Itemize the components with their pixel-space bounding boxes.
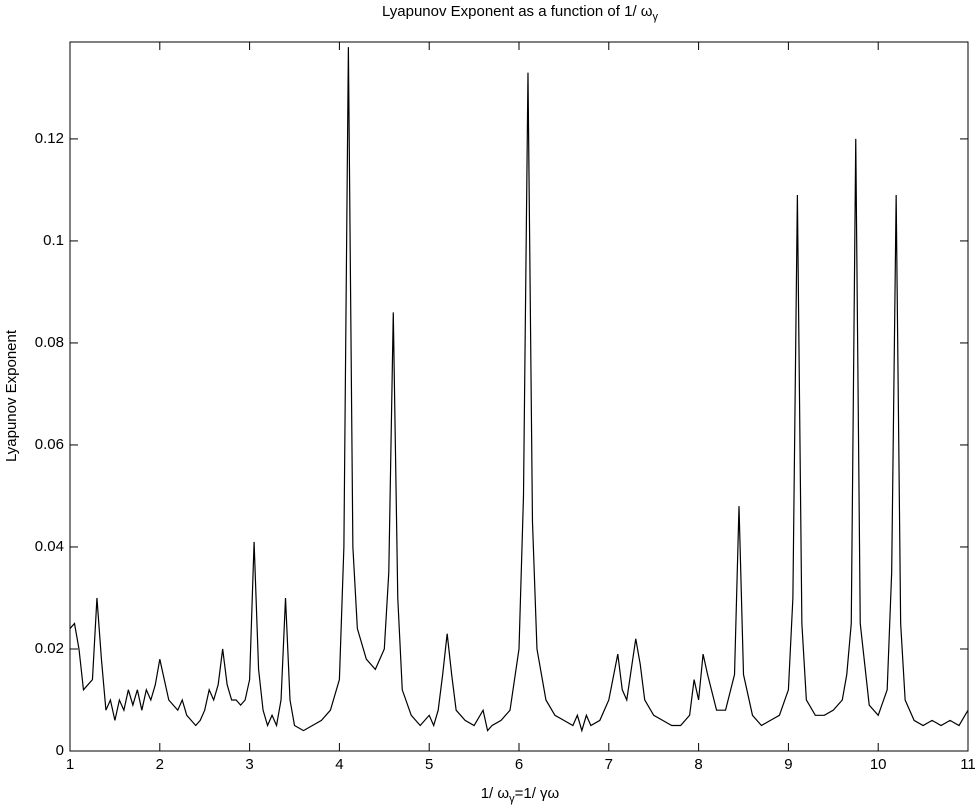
x-label-rest: =1/ γω <box>515 785 560 802</box>
x-tick-label: 6 <box>515 756 523 773</box>
x-tick-label: 5 <box>425 756 433 773</box>
title-subscript: γ <box>653 11 659 23</box>
chart-title: Lyapunov Exponent as a function of 1/ ωγ <box>382 3 659 23</box>
x-label-subscript: γ <box>509 793 515 805</box>
x-tick-label: 8 <box>694 756 702 773</box>
y-tick-label: 0.04 <box>35 538 64 555</box>
x-tick-label: 11 <box>960 756 976 773</box>
y-tick-label: 0.12 <box>35 130 64 147</box>
x-tick-label: 9 <box>784 756 792 773</box>
x-tick-label: 4 <box>335 756 343 773</box>
y-tick-label: 0 <box>56 742 64 759</box>
y-tick-label: 0.02 <box>35 640 64 657</box>
y-tick-label: 0.1 <box>43 232 64 249</box>
x-tick-label: 7 <box>605 756 613 773</box>
x-tick-label: 10 <box>870 756 887 773</box>
x-label-main: 1/ ω <box>481 785 510 802</box>
title-main: Lyapunov Exponent as a function of 1/ ω <box>382 3 653 20</box>
x-tick-label: 3 <box>245 756 253 773</box>
data-line <box>69 47 969 733</box>
x-tick-label: 2 <box>156 756 164 773</box>
y-tick-label: 0.06 <box>35 436 64 453</box>
y-tick-label: 0.08 <box>35 334 64 351</box>
y-axis-label: Lyapunov Exponent <box>3 329 20 462</box>
x-axis-label: 1/ ωγ=1/ γω <box>481 785 560 805</box>
x-tick-label: 1 <box>66 756 74 773</box>
